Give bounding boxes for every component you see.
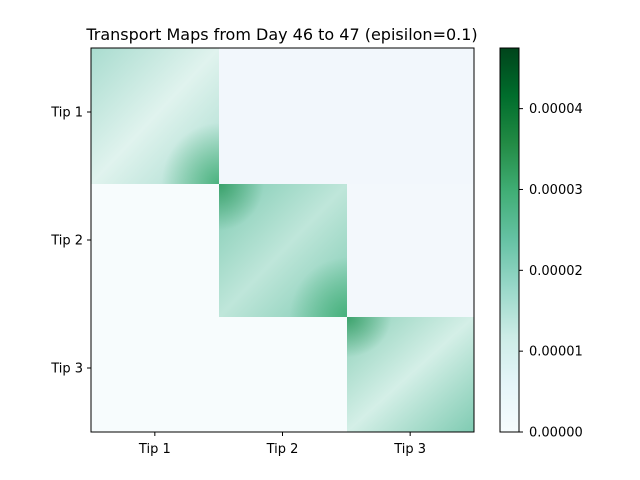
y-tick-label: Tip 2 [50, 234, 83, 249]
heatmap-plot-area [90, 47, 475, 433]
cell-highlight [91, 48, 219, 184]
y-tick-label: Tip 1 [50, 106, 83, 121]
colorbar-tick-label: 0.00001 [529, 345, 583, 360]
chart-title: Transport Maps from Day 46 to 47 (episil… [85, 25, 477, 44]
diagonal-block-tip3 [347, 317, 474, 432]
off-diagonal-tint-12 [219, 48, 474, 184]
colorbar: 0.00000 0.00001 0.00002 0.00003 0.00004 [499, 47, 583, 441]
x-axis: Tip 1 Tip 2 Tip 3 [138, 432, 426, 457]
colorbar-ticks: 0.00000 0.00001 0.00002 0.00003 0.00004 [519, 102, 583, 441]
x-tick-label: Tip 1 [138, 442, 171, 457]
colorbar-tick-label: 0.00004 [529, 102, 583, 117]
colorbar-tick-label: 0.00000 [529, 426, 583, 441]
colorbar-tick-label: 0.00003 [529, 183, 583, 198]
cell-highlight [219, 184, 347, 317]
diagonal-block-tip2 [219, 184, 347, 317]
colorbar-tick-label: 0.00002 [529, 264, 583, 279]
x-tick-label: Tip 2 [266, 442, 299, 457]
y-axis: Tip 1 Tip 2 Tip 3 [50, 106, 91, 377]
y-tick-label: Tip 3 [50, 362, 83, 377]
x-tick-label: Tip 3 [393, 442, 426, 457]
colorbar-gradient [499, 47, 520, 433]
cell-highlight [347, 317, 474, 432]
diagonal-block-tip1 [91, 48, 219, 184]
off-diagonal-tint-23 [347, 184, 474, 317]
